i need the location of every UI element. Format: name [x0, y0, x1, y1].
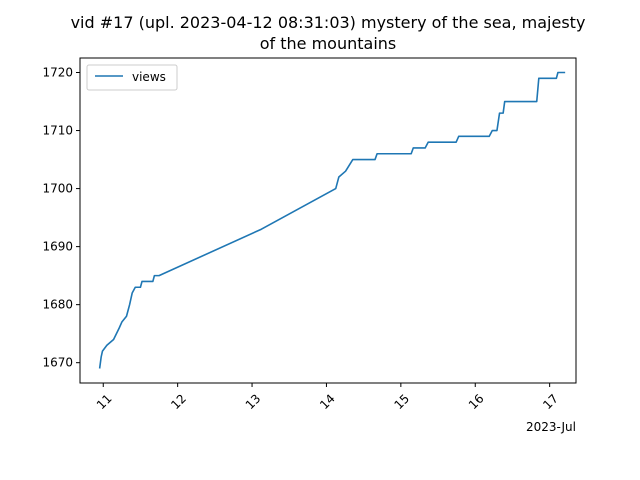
y-tick-label-1720: 1720 [42, 66, 73, 80]
x-tick-label-15: 15 [391, 391, 412, 412]
legend-box [86, 64, 178, 91]
x-axis: 11 12 13 14 15 16 17 [94, 383, 561, 412]
chart-title-line-1: vid #17 (upl. 2023-04-12 08:31:03) myste… [71, 13, 586, 32]
legend: views [86, 64, 178, 91]
x-tick-label-17: 17 [540, 391, 561, 412]
x-tick-label-11: 11 [94, 391, 115, 412]
chart-title-line-2: of the mountains [260, 34, 397, 53]
x-offset-label: 2023-Jul [526, 420, 576, 434]
y-tick-label-1700: 1700 [42, 182, 73, 196]
y-tick-label-1690: 1690 [42, 240, 73, 254]
x-tick-label-12: 12 [168, 391, 189, 412]
x-tick-label-14: 14 [317, 391, 338, 412]
y-tick-label-1670: 1670 [42, 356, 73, 370]
y-tick-label-1710: 1710 [42, 124, 73, 138]
x-tick-label-13: 13 [243, 391, 264, 412]
y-axis: 1670 1680 1690 1700 1710 1720 [42, 66, 80, 370]
plot-area [98, 71, 566, 369]
legend-label-views: views [132, 70, 166, 84]
series-line-views [98, 71, 566, 369]
axes-frame [79, 57, 577, 384]
y-tick-label-1680: 1680 [42, 298, 73, 312]
x-tick-label-16: 16 [466, 391, 487, 412]
